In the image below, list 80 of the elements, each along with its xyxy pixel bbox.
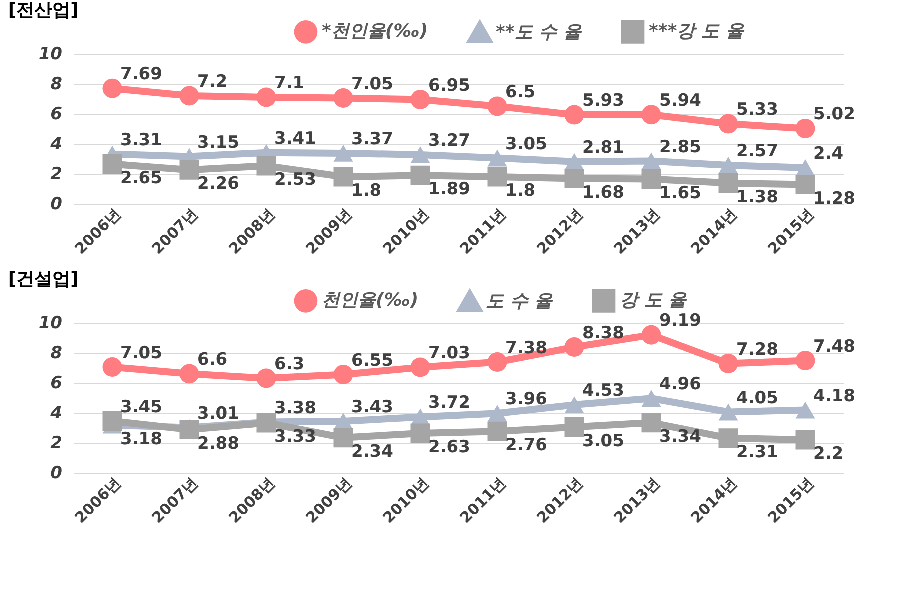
data-label: 5.02 — [814, 104, 856, 125]
data-label: 3.37 — [352, 129, 394, 150]
data-label: 6.3 — [274, 354, 305, 374]
y-tick-label: 4 — [50, 404, 62, 424]
data-label: 3.33 — [274, 427, 316, 448]
legend-label: 천인율(‰) — [322, 290, 419, 312]
data-label: 6.6 — [198, 350, 228, 370]
y-tick-label: 0 — [50, 194, 63, 214]
data-label: 3.31 — [120, 130, 162, 150]
data-label: 1.8 — [352, 181, 382, 201]
data-label: 6.5 — [506, 82, 536, 102]
data-label: 5.93 — [582, 91, 624, 112]
data-label: 7.48 — [814, 336, 856, 357]
legend-label: 도 수 율 — [486, 290, 554, 312]
data-label: 1.65 — [660, 183, 702, 204]
y-tick-label: 8 — [50, 74, 63, 94]
data-label: 3.05 — [582, 431, 624, 452]
y-tick-label: 6 — [50, 374, 63, 394]
data-label: 2.65 — [120, 168, 162, 188]
data-label: 7.69 — [120, 64, 162, 85]
data-label: 3.34 — [660, 426, 702, 447]
data-label: 1.38 — [736, 187, 778, 208]
data-label: 6.95 — [428, 76, 470, 96]
y-tick-label: 4 — [50, 134, 62, 154]
data-label: 1.28 — [814, 188, 856, 209]
y-tick-label: 0 — [50, 464, 63, 484]
data-label: 2.53 — [274, 170, 316, 190]
y-tick-label: 8 — [50, 344, 63, 364]
data-label: 6.55 — [352, 350, 394, 371]
data-label: 1.8 — [506, 181, 536, 201]
y-tick-label: 2 — [50, 164, 62, 184]
data-label: 7.1 — [274, 74, 305, 94]
data-label: 2.81 — [582, 138, 624, 158]
data-label: 7.38 — [506, 338, 548, 358]
y-tick-label: 10 — [38, 314, 63, 334]
data-label: 5.94 — [660, 90, 702, 111]
data-label: 2.26 — [198, 174, 240, 194]
data-label: 2.88 — [198, 434, 240, 454]
legend-label: 강 도 율 — [620, 290, 688, 312]
data-label: 3.05 — [506, 134, 548, 154]
data-label: 3.96 — [506, 390, 548, 410]
data-label: 4.53 — [582, 381, 624, 402]
data-label: 4.18 — [814, 386, 856, 406]
data-label: 2.2 — [814, 444, 844, 464]
data-label: 2.31 — [736, 442, 778, 462]
data-label: 7.05 — [352, 74, 394, 94]
data-label: 3.27 — [428, 130, 470, 151]
data-label: 3.41 — [274, 128, 316, 149]
data-label: 9.19 — [660, 311, 702, 332]
data-label: 2.63 — [428, 438, 470, 458]
y-tick-label: 2 — [50, 434, 62, 454]
data-label: 3.18 — [120, 429, 162, 450]
data-label: 3.72 — [428, 393, 470, 414]
y-tick-label: 6 — [50, 104, 63, 124]
data-label: 3.01 — [198, 404, 240, 424]
data-label: 2.76 — [506, 436, 548, 456]
data-label: 2.57 — [736, 141, 778, 162]
data-label: 2.34 — [352, 442, 394, 462]
data-label: 7.28 — [736, 340, 778, 360]
data-label: 3.45 — [120, 397, 162, 418]
legend-label: *천인율(‰) — [322, 21, 428, 42]
data-label: 8.38 — [582, 323, 624, 344]
legend-label: ***강 도 율 — [649, 21, 745, 42]
data-label: 7.05 — [120, 343, 162, 364]
data-label: 7.2 — [198, 72, 228, 92]
data-label: 1.68 — [582, 182, 624, 203]
data-label: 3.38 — [274, 398, 316, 418]
data-label: 4.96 — [660, 374, 702, 395]
data-label: 4.05 — [736, 388, 778, 408]
data-label: 2.4 — [814, 144, 844, 164]
data-label: 3.15 — [198, 132, 240, 153]
data-label: 1.89 — [428, 180, 470, 200]
y-tick-label: 10 — [38, 44, 63, 64]
chart-title: [건설업] — [8, 269, 79, 290]
chart-title: [전산업] — [8, 0, 79, 21]
data-label: 5.33 — [736, 100, 778, 120]
data-label: 3.43 — [352, 398, 394, 418]
data-label: 2.85 — [660, 137, 702, 158]
data-label: 7.03 — [428, 344, 470, 364]
legend-label: **도 수 율 — [496, 22, 582, 43]
